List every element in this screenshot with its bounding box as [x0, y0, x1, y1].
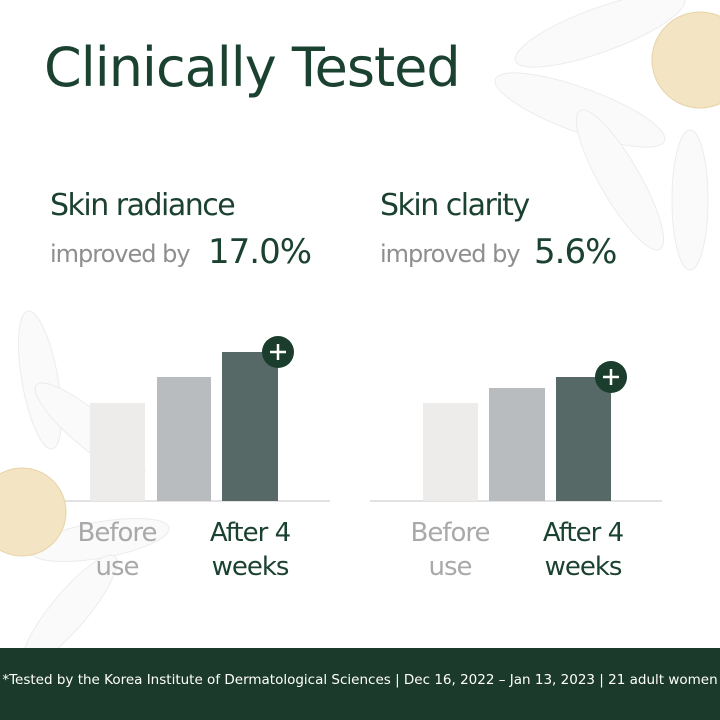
label: Before use	[77, 518, 157, 582]
bar	[556, 377, 611, 501]
daisy-top-right	[494, 0, 720, 271]
bar	[157, 377, 211, 501]
heading: Skin radiance	[50, 188, 236, 223]
result: 17.0%	[208, 232, 312, 272]
daisy-left	[0, 310, 170, 666]
label: Before use	[410, 518, 490, 582]
plus-badge	[262, 336, 294, 368]
bar	[222, 352, 278, 501]
bar	[423, 403, 478, 501]
bar	[489, 388, 545, 501]
title: Clinically Tested	[44, 36, 461, 99]
label: After 4 weeks	[209, 518, 291, 582]
footer-band	[0, 648, 720, 720]
heading: Skin clarity	[380, 188, 530, 223]
plus-badge	[595, 361, 627, 393]
bar	[90, 403, 145, 501]
prefix: improved by	[50, 240, 191, 268]
result: 5.6%	[534, 232, 617, 272]
prefix: improved by	[380, 240, 521, 268]
label: After 4 weeks	[542, 518, 624, 582]
footer: *Tested by the Korea Institute of Dermat…	[2, 672, 718, 688]
